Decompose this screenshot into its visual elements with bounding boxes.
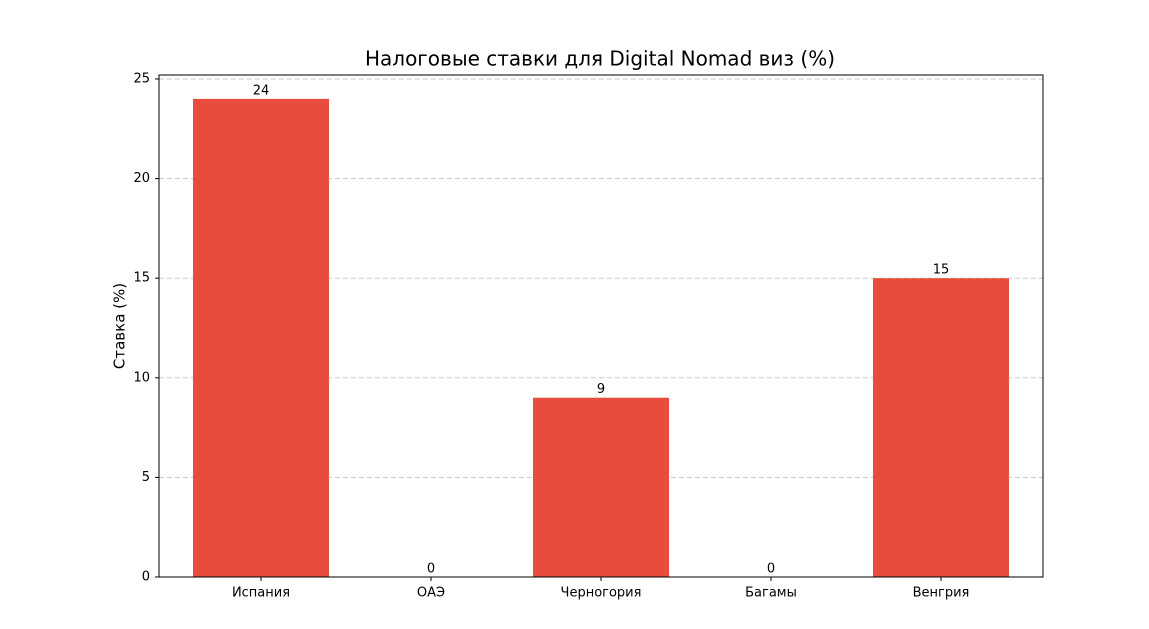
y-tick-label: 0 (142, 570, 150, 585)
data-label: 24 (253, 83, 270, 98)
bar (533, 397, 669, 577)
x-tick-label: Венгрия (913, 586, 970, 601)
y-tick-label: 20 (133, 171, 150, 186)
y-tick-label: 10 (133, 370, 150, 385)
data-label: 9 (597, 382, 605, 397)
y-axis-label: Ставка (%) (111, 283, 129, 369)
y-tick-label: 15 (133, 271, 150, 286)
x-tick-label: Багамы (745, 586, 797, 601)
x-tick-label: Испания (232, 586, 290, 601)
x-tick-label: ОАЭ (417, 586, 445, 601)
x-tick-label: Черногория (561, 586, 642, 601)
bar (193, 98, 329, 578)
chart-title: Налоговые ставки для Digital Nomad виз (… (365, 47, 835, 71)
y-tick-label: 25 (133, 71, 150, 86)
data-label: 0 (427, 562, 435, 577)
y-tick-label: 5 (142, 470, 150, 485)
bar (873, 278, 1009, 577)
plot-frame (158, 74, 1044, 578)
data-label: 15 (933, 263, 950, 278)
data-label: 0 (767, 562, 775, 577)
